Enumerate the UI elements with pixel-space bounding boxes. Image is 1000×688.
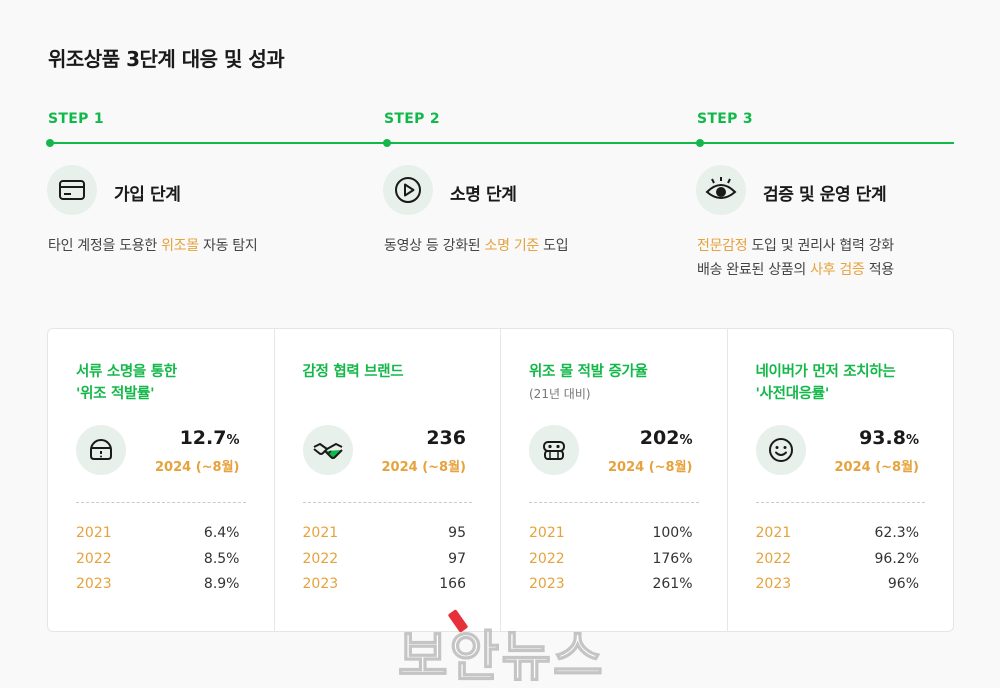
step-2-title: 소명 단계 (450, 185, 517, 205)
history-row: 2022 8.5% (76, 549, 240, 575)
desc-text: 적용 (864, 262, 894, 278)
row-year: 2022 (529, 550, 565, 567)
history-row: 2023 261% (529, 574, 693, 600)
history-row: 2021 6.4% (76, 523, 240, 549)
stats-panel: 서류 소명을 통한 '위조 적발률' 12.7% 2024 (~8월) 2021… (47, 328, 954, 632)
main-value: 93.8% (859, 427, 919, 449)
step-2-label: STEP 2 (384, 111, 440, 127)
row-value: 96.2% (874, 550, 919, 567)
row-year: 2021 (529, 525, 565, 541)
history-rows: 2021 95 2022 97 2023 166 (303, 523, 467, 600)
divider (755, 502, 925, 503)
row-value: 261% (652, 576, 693, 592)
desc-text: 도입 (539, 238, 569, 254)
main-value: 236 (426, 427, 466, 449)
history-row: 2021 100% (529, 523, 693, 549)
row-year: 2022 (302, 550, 339, 567)
timeline-dot-1 (46, 139, 54, 147)
step-1-title: 가입 단계 (114, 185, 181, 205)
history-row: 2021 95 (303, 523, 467, 549)
row-value: 166 (439, 576, 466, 592)
timeline-line (50, 142, 954, 144)
history-rows: 2021 6.4% 2022 8.5% 2023 8.9% (76, 523, 240, 600)
step-1-desc: 타인 계정을 도용한 위조몰 자동 탐지 (48, 234, 258, 258)
eye-icon (696, 165, 746, 215)
row-year: 2023 (76, 576, 112, 592)
card-icon (47, 165, 97, 215)
page-title: 위조상품 3단계 대응 및 성과 (48, 47, 285, 71)
period-label: 2024 (~8월) (155, 460, 240, 475)
step-3-label: STEP 3 (697, 111, 753, 127)
step-3-title: 검증 및 운영 단계 (763, 185, 887, 205)
timeline-dot-2 (383, 139, 391, 147)
card-title: 감정 협력 브랜드 (302, 364, 404, 380)
history-row: 2022 97 (303, 549, 467, 575)
row-value: 97 (448, 550, 466, 567)
stat-card: 네이버가 먼저 조치하는 '사전대응률' 93.8% 2024 (~8월) 20… (728, 329, 954, 631)
main-value: 202% (639, 427, 693, 449)
history-row: 2023 96% (756, 574, 920, 600)
highlight-text: 전문감정 (697, 238, 748, 254)
step-1-label: STEP 1 (48, 111, 104, 127)
desc-text: 자동 탐지 (198, 238, 258, 254)
desc-text: 도입 및 권리사 협력 강화 (747, 238, 894, 254)
divider (302, 502, 472, 503)
row-year: 2021 (755, 525, 792, 541)
period-label: 2024 (~8월) (834, 460, 920, 475)
row-value: 96% (887, 576, 919, 592)
row-year: 2022 (76, 550, 112, 567)
row-value: 8.9% (203, 576, 240, 592)
history-row: 2023 8.9% (76, 574, 240, 600)
row-value: 95 (448, 525, 466, 541)
row-year: 2022 (755, 550, 792, 567)
row-year: 2021 (302, 525, 339, 541)
row-value: 8.5% (203, 550, 240, 567)
desc-line: 동영상 등 강화된 소명 기준 도입 (384, 234, 569, 258)
card-subtitle: (21년 대비) (529, 387, 591, 401)
history-rows: 2021 100% 2022 176% 2023 261% (529, 523, 693, 600)
stat-card: 감정 협력 브랜드 236 2024 (~8월) 2021 95 2022 97 202… (275, 329, 501, 631)
timeline-dot-3 (696, 139, 704, 147)
desc-line: 배송 완료된 상품의 사후 검증 적용 (697, 258, 894, 282)
main-value: 12.7% (179, 427, 240, 449)
divider (529, 502, 699, 503)
highlight-text: 소명 기준 (484, 238, 540, 254)
history-row: 2022 96.2% (756, 549, 920, 575)
desc-line: 타인 계정을 도용한 위조몰 자동 탐지 (48, 234, 258, 258)
row-year: 2021 (76, 525, 112, 541)
row-year: 2023 (755, 576, 792, 592)
play-icon (383, 165, 433, 215)
helmet-icon (76, 425, 126, 475)
row-value: 100% (652, 525, 693, 541)
highlight-text: 사후 검증 (810, 262, 865, 278)
row-year: 2023 (529, 576, 565, 592)
step-3-desc: 전문감정 도입 및 권리사 협력 강화 배송 완료된 상품의 사후 검증 적용 (697, 234, 894, 282)
stat-card: 위조 몰 적발 증가율 (21년 대비) 202% 2024 (~8월) 202… (501, 329, 728, 631)
desc-text: 타인 계정을 도용한 (48, 238, 162, 254)
row-value: 62.3% (874, 525, 919, 541)
card-title: 위조 몰 적발 증가율 (529, 364, 648, 380)
highlight-text: 위조몰 (161, 238, 199, 254)
desc-text: 동영상 등 강화된 (384, 238, 485, 254)
row-year: 2023 (302, 576, 339, 592)
robot-icon (529, 425, 579, 475)
period-label: 2024 (~8월) (381, 460, 467, 475)
history-row: 2023 166 (303, 574, 467, 600)
history-rows: 2021 62.3% 2022 96.2% 2023 96% (756, 523, 920, 600)
card-title: 네이버가 먼저 조치하는 '사전대응률' (755, 364, 896, 402)
handshake-icon (302, 425, 353, 475)
stat-card: 서류 소명을 통한 '위조 적발률' 12.7% 2024 (~8월) 2021… (48, 329, 275, 631)
desc-line: 전문감정 도입 및 권리사 협력 강화 (697, 234, 894, 258)
row-value: 6.4% (203, 525, 240, 541)
period-label: 2024 (~8월) (608, 460, 693, 475)
row-value: 176% (652, 550, 693, 567)
step-2-desc: 동영상 등 강화된 소명 기준 도입 (384, 234, 569, 258)
watermark-logo: 보안뉴스 (397, 624, 605, 688)
history-row: 2021 62.3% (756, 523, 920, 549)
smile-icon (755, 425, 806, 475)
card-title: 서류 소명을 통한 '위조 적발률' (76, 364, 177, 402)
divider (76, 502, 246, 503)
desc-text: 배송 완료된 상품의 (697, 262, 811, 278)
history-row: 2022 176% (529, 549, 693, 575)
